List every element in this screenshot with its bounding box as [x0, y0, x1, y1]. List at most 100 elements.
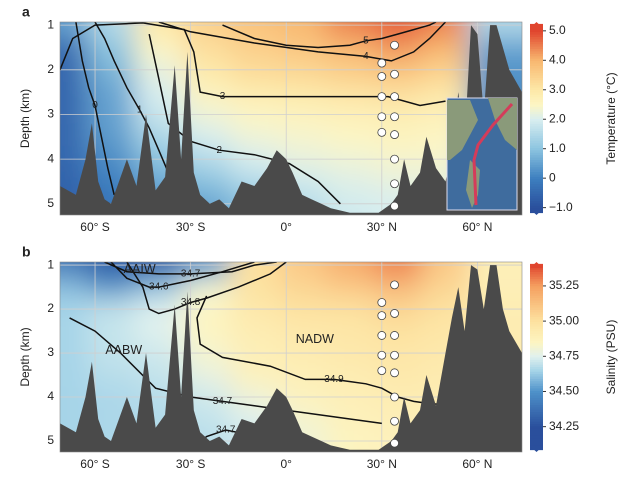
colorbar-step — [530, 273, 543, 277]
colorbar-step — [530, 328, 543, 332]
field-cell — [278, 342, 328, 366]
contour-label: 1 — [137, 105, 143, 116]
colorbar-step — [530, 118, 543, 122]
colorbar-step — [530, 335, 543, 339]
colorbar-tick-label: 5.0 — [549, 23, 566, 37]
colorbar-step — [530, 185, 543, 189]
x-tick-label: 60° N — [462, 457, 492, 471]
field-cell — [326, 276, 375, 300]
station — [390, 368, 399, 378]
colorbar-step — [530, 142, 543, 146]
colorbar-step — [530, 192, 543, 197]
colorbar-step — [530, 43, 543, 47]
station — [377, 58, 387, 68]
field-cell — [421, 298, 471, 322]
y-tick-label: 2 — [47, 62, 54, 76]
inset-map — [446, 97, 518, 211]
x-tick-label: 0° — [280, 220, 292, 234]
colorbar-step — [530, 173, 543, 177]
colorbar-label: Temperature (°C) — [604, 72, 618, 164]
field-cell — [230, 80, 280, 105]
field-cell — [182, 276, 232, 300]
colorbar-step — [530, 401, 543, 405]
colorbar-step — [530, 316, 543, 320]
y-tick-label: 5 — [47, 433, 54, 447]
station — [390, 392, 399, 402]
colorbar-step — [530, 26, 543, 30]
colorbar-step — [530, 337, 543, 341]
field-cell — [326, 58, 375, 82]
contour-label: 2 — [217, 145, 223, 156]
colorbar-step — [530, 69, 543, 74]
colorbar-tip — [530, 446, 543, 452]
colorbar-step — [530, 67, 543, 71]
field-cell — [373, 80, 423, 105]
station — [390, 154, 399, 164]
colorbar-step — [530, 442, 543, 446]
colorbar-step — [530, 427, 543, 432]
colorbar-step — [530, 425, 543, 429]
field-cell — [60, 364, 89, 388]
colorbar-step — [530, 356, 543, 360]
colorbar-step — [530, 64, 543, 69]
field-cell — [230, 386, 280, 410]
colorbar-step — [530, 161, 543, 165]
annotation: AABW — [105, 343, 142, 357]
field-cell — [373, 320, 423, 344]
station — [377, 127, 387, 137]
contour-label: 0 — [92, 100, 98, 111]
station — [377, 350, 387, 360]
field-cell — [421, 22, 471, 38]
contour-label: 3 — [220, 91, 226, 102]
annotation: AAIW — [124, 262, 156, 276]
colorbar-step — [530, 35, 543, 40]
field-cell — [182, 147, 232, 172]
colorbar-step — [530, 60, 543, 64]
colorbar-step — [530, 33, 543, 37]
colorbar-step — [530, 430, 543, 434]
colorbar-step — [530, 79, 543, 83]
field-cell — [373, 22, 423, 38]
field-cell — [60, 103, 89, 127]
colorbar-step — [530, 91, 543, 95]
colorbar-tip — [530, 209, 543, 215]
field-cell — [182, 298, 232, 322]
seafloor — [60, 265, 522, 452]
colorbar-step — [530, 418, 543, 422]
x-tick-label: 30° S — [176, 220, 205, 234]
colorbar-step — [530, 404, 543, 408]
colorbar-step — [530, 137, 543, 141]
x-tick-label: 0° — [280, 457, 292, 471]
colorbar-step — [530, 195, 543, 199]
colorbar-tick-label: 1.0 — [549, 141, 566, 155]
field-cell — [87, 125, 136, 149]
field-cell — [87, 342, 136, 366]
colorbar-step — [530, 309, 543, 313]
contour-line — [75, 22, 115, 196]
station — [390, 350, 399, 360]
colorbar-step — [530, 282, 543, 287]
colorbar-step — [530, 313, 543, 318]
field-cell — [182, 58, 232, 82]
field-cell — [421, 276, 471, 300]
colorbar-step — [530, 200, 543, 204]
colorbar-step — [530, 113, 543, 117]
field-cell — [87, 147, 136, 172]
y-tick-label: 3 — [47, 107, 54, 121]
field-cell — [278, 58, 328, 82]
colorbar-step — [530, 275, 543, 280]
field-cell — [373, 276, 423, 300]
colorbar-step — [530, 380, 543, 384]
station — [390, 309, 399, 318]
colorbar-step — [530, 278, 543, 282]
colorbar-step — [530, 396, 543, 401]
colorbar-step — [530, 74, 543, 78]
colorbar-step — [530, 361, 543, 365]
colorbar-step — [530, 202, 543, 206]
station — [390, 179, 399, 189]
colorbar-step — [530, 156, 543, 161]
colorbar-step — [530, 342, 543, 346]
field-cell — [87, 320, 136, 344]
x-tick-label: 60° S — [80, 220, 109, 234]
colorbar-step — [530, 57, 543, 62]
